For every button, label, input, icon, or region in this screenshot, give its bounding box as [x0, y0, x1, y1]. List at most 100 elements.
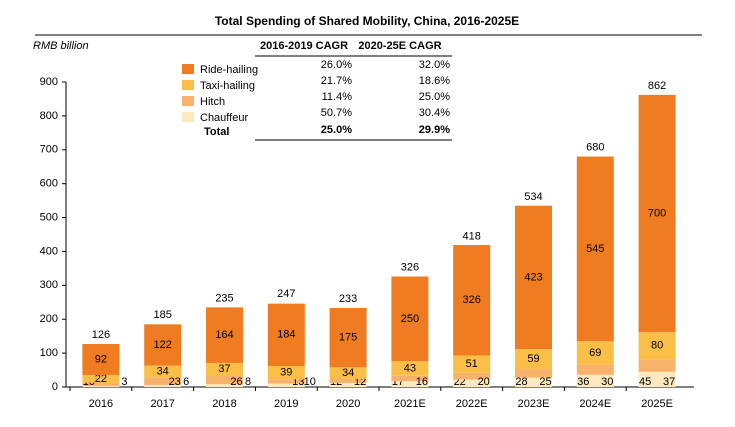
data-label: 164: [215, 329, 233, 341]
x-tick-label: 2017: [150, 398, 174, 410]
chart-title: Total Spending of Shared Mobility, China…: [215, 14, 519, 28]
data-label: 69: [589, 347, 601, 359]
data-label: 34: [157, 365, 169, 377]
legend-swatch: [182, 96, 194, 106]
legend-label: Hitch: [200, 96, 225, 108]
data-label: 326: [463, 294, 481, 306]
data-label: 37: [218, 363, 230, 375]
y-tick-label: 300: [40, 279, 58, 291]
table-header: 2016-2019 CAGR: [260, 40, 348, 52]
legend-swatch: [182, 80, 194, 90]
y-tick-label: 900: [40, 76, 58, 88]
table-cell: 26.0%: [321, 59, 352, 71]
data-label: 45: [639, 376, 651, 388]
data-label: 22: [95, 373, 107, 385]
x-tick-label: 2025E: [641, 398, 673, 410]
bar-segment: [515, 377, 552, 387]
data-label: 43: [404, 362, 416, 374]
bar-segment: [144, 384, 182, 387]
data-label: 8: [245, 376, 251, 388]
data-label: 23: [169, 376, 181, 388]
total-label: 235: [215, 292, 233, 304]
y-axis-unit: RMB billion: [33, 40, 89, 52]
data-label: 10: [304, 376, 316, 388]
data-label: 80: [651, 340, 663, 352]
data-label: 39: [280, 367, 292, 379]
legend-label: Taxi-hailing: [200, 80, 255, 92]
x-tick-label: 2024E: [579, 398, 611, 410]
table-cell: 32.0%: [419, 59, 450, 71]
x-tick-label: 2022E: [456, 398, 488, 410]
bar-segment: [82, 382, 120, 386]
bar-segment: [144, 365, 182, 378]
data-label: 51: [466, 358, 478, 370]
bar-segment: [453, 355, 491, 373]
table-cell: 30.4%: [419, 107, 450, 119]
data-label: 28: [515, 376, 527, 388]
bar-segment: [329, 308, 367, 368]
bar-segment: [576, 364, 614, 375]
bar-segment: [329, 382, 367, 387]
x-tick-label: 2021E: [394, 398, 426, 410]
table-header: 2020-25E CAGR: [358, 40, 441, 52]
data-label: 122: [154, 339, 172, 351]
data-label: 92: [95, 353, 107, 365]
total-label: 862: [648, 80, 666, 92]
data-label: 175: [339, 332, 357, 344]
table-cell: 18.6%: [419, 75, 450, 87]
bar-segment: [329, 367, 367, 379]
bar-segment: [267, 365, 305, 380]
legend-label: Ride-hailing: [200, 64, 258, 76]
legend-swatch: [182, 64, 194, 74]
x-tick-label: 2018: [212, 398, 236, 410]
x-tick-label: 2020: [336, 398, 360, 410]
x-tick-label: 2023E: [518, 398, 550, 410]
legend-swatch: [182, 112, 194, 122]
bar-segment: [329, 378, 367, 383]
x-tick-label: 2019: [274, 398, 298, 410]
y-tick-label: 0: [52, 381, 58, 393]
bar-segment: [391, 276, 429, 362]
bar-segment: [453, 372, 491, 380]
data-label: 36: [577, 376, 589, 388]
total-label: 326: [401, 261, 419, 273]
bar-segment: [576, 374, 614, 387]
table-cell: 25.0%: [419, 91, 450, 103]
data-label: 423: [524, 271, 542, 283]
bar-segment: [453, 245, 491, 356]
total-label: 233: [339, 293, 357, 305]
bar-segment: [515, 205, 552, 350]
bar-segment: [82, 385, 120, 387]
y-tick-label: 700: [40, 144, 58, 156]
bar-segment: [576, 156, 614, 342]
bar-segment: [515, 349, 552, 370]
x-tick-label: 2016: [89, 398, 113, 410]
bar-segment: [206, 375, 243, 385]
table-cell: 11.4%: [322, 91, 353, 103]
table-total-label: Total: [204, 126, 229, 138]
bar-segment: [638, 359, 676, 372]
data-label: 26: [230, 376, 242, 388]
data-label: 545: [586, 243, 604, 255]
table-cell: 21.7%: [321, 75, 352, 87]
table-cell: 50.7%: [321, 107, 352, 119]
y-tick-label: 500: [40, 211, 58, 223]
data-label: 6: [183, 376, 189, 388]
data-label: 184: [277, 329, 295, 341]
bar-segment: [453, 379, 491, 387]
data-label: 12: [354, 376, 366, 388]
bar-segment: [391, 361, 429, 376]
bar-segment: [515, 369, 552, 378]
data-label: 59: [527, 353, 539, 365]
bar-segment: [82, 343, 120, 376]
y-tick-label: 600: [40, 178, 58, 190]
total-label: 185: [154, 309, 172, 321]
data-label: 16: [416, 376, 428, 388]
bar-segment: [144, 324, 182, 366]
bar-segment: [638, 94, 676, 333]
data-label: 250: [401, 313, 419, 325]
y-tick-label: 100: [40, 347, 58, 359]
data-label: 37: [663, 376, 675, 388]
table-total: 29.9%: [419, 124, 450, 136]
